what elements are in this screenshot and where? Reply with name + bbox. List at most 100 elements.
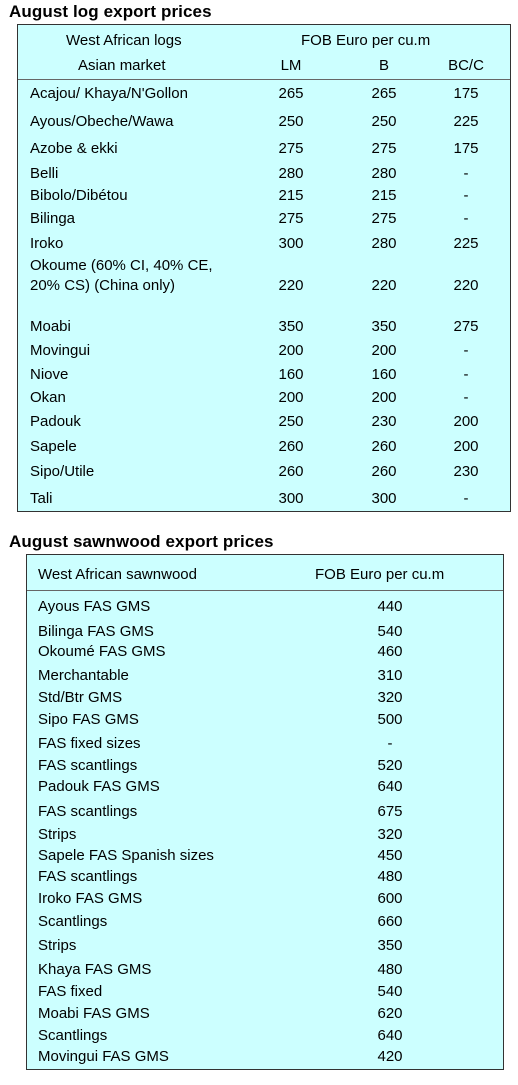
log-row-b: 280 — [371, 235, 397, 252]
sawnwood-header-group: West African sawnwood — [38, 566, 197, 583]
log-row-name: Bibolo/Dibétou — [30, 187, 128, 204]
sawnwood-row-price: 640 — [377, 1027, 403, 1044]
log-row-lm: 350 — [278, 318, 304, 335]
log-row-name: Azobe & ekki — [30, 140, 118, 157]
logs-header-group: West African logs — [66, 32, 182, 49]
sawnwood-row-name: Scantlings — [38, 1027, 108, 1044]
sawnwood-row-price: 420 — [377, 1048, 403, 1065]
log-row-name: Okoume (60% CI, 40% CE, 20% CS) (China o… — [30, 257, 213, 294]
log-row-name: Tali — [30, 490, 53, 507]
logs-header-divider — [18, 79, 510, 80]
log-row-b: 300 — [371, 490, 397, 507]
sawnwood-row-price: 450 — [377, 847, 403, 864]
sawnwood-title: August sawnwood export prices — [9, 532, 274, 551]
sawnwood-row-name: Movingui FAS GMS — [38, 1048, 169, 1065]
log-row-lm: 260 — [278, 438, 304, 455]
log-row-lm: 300 — [278, 490, 304, 507]
log-row-bcc: 275 — [453, 318, 479, 335]
log-row-b: 265 — [371, 85, 397, 102]
log-row-b: 200 — [371, 342, 397, 359]
log-row-lm: 250 — [278, 413, 304, 430]
sawnwood-row-price: 660 — [377, 913, 403, 930]
log-row-bcc: 175 — [453, 140, 479, 157]
log-row-name: Sipo/Utile — [30, 463, 95, 480]
sawnwood-row-price: 320 — [377, 689, 403, 706]
log-row-name: Movingui — [30, 342, 91, 359]
log-row-b: 215 — [371, 187, 397, 204]
sawnwood-row-price: 540 — [377, 983, 403, 1000]
sawnwood-row-name: FAS scantlings — [38, 868, 138, 885]
log-row-lm: 215 — [278, 187, 304, 204]
log-row-lm: 260 — [278, 463, 304, 480]
log-row-bcc: 220 — [453, 277, 479, 294]
sawnwood-row-price: 460 — [377, 643, 403, 660]
sawnwood-row-price: 350 — [377, 937, 403, 954]
sawnwood-row-name: Bilinga FAS GMS — [38, 623, 154, 640]
sawnwood-row-price: 675 — [377, 803, 403, 820]
log-row-lm: 265 — [278, 85, 304, 102]
logs-header-market: Asian market — [78, 57, 166, 74]
log-row-bcc: - — [463, 389, 469, 406]
log-row-b: 200 — [371, 389, 397, 406]
log-row-name: Ayous/Obeche/Wawa — [30, 113, 174, 130]
log-row-name: Padouk — [30, 413, 81, 430]
log-row-lm: 280 — [278, 165, 304, 182]
sawnwood-row-name: FAS scantlings — [38, 803, 138, 820]
logs-col-b: B — [378, 57, 389, 74]
log-row-b: 260 — [371, 463, 397, 480]
sawnwood-row-name: Std/Btr GMS — [38, 689, 123, 706]
sawnwood-row-name: Moabi FAS GMS — [38, 1005, 150, 1022]
sawnwood-row-name: Iroko FAS GMS — [38, 890, 143, 907]
sawnwood-row-name: Strips — [38, 826, 77, 843]
sawnwood-row-name: FAS scantlings — [38, 757, 138, 774]
sawnwood-row-name: FAS fixed sizes — [38, 735, 141, 752]
sawnwood-row-name: Khaya FAS GMS — [38, 961, 152, 978]
log-row-lm: 220 — [278, 277, 304, 294]
log-row-bcc: 225 — [453, 113, 479, 130]
sawnwood-row-price: 480 — [377, 961, 403, 978]
logs-col-lm: LM — [280, 57, 302, 74]
log-row-lm: 275 — [278, 210, 304, 227]
log-row-bcc: - — [463, 187, 469, 204]
logs-col-bcc: BC/C — [448, 57, 484, 74]
log-row-name: Belli — [30, 165, 59, 182]
log-row-bcc: - — [463, 366, 469, 383]
log-row-name: Niove — [30, 366, 69, 383]
sawnwood-row-name: Okoumé FAS GMS — [38, 643, 166, 660]
log-row-b: 350 — [371, 318, 397, 335]
sawnwood-row-price: 600 — [377, 890, 403, 907]
sawnwood-row-price: 620 — [377, 1005, 403, 1022]
log-row-name: Sapele — [30, 438, 77, 455]
log-row-name: Moabi — [30, 318, 71, 335]
sawnwood-row-name: Strips — [38, 937, 77, 954]
logs-table: West African logs FOB Euro per cu.m Asia… — [17, 24, 511, 512]
log-row-b: 280 — [371, 165, 397, 182]
sawnwood-row-name: Padouk FAS GMS — [38, 778, 160, 795]
sawnwood-row-name: Sapele FAS Spanish sizes — [38, 847, 214, 864]
sawnwood-row-name: Ayous FAS GMS — [38, 598, 151, 615]
sawnwood-row-name: Scantlings — [38, 913, 108, 930]
sawnwood-row-price: 520 — [377, 757, 403, 774]
log-row-name: Acajou/ Khaya/N'Gollon — [30, 85, 188, 102]
log-row-bcc: 175 — [453, 85, 479, 102]
log-row-lm: 275 — [278, 140, 304, 157]
sawnwood-row-price: 480 — [377, 868, 403, 885]
sawnwood-row-price: 640 — [377, 778, 403, 795]
log-row-bcc: - — [463, 165, 469, 182]
log-row-bcc: - — [463, 490, 469, 507]
log-row-name: Bilinga — [30, 210, 76, 227]
log-row-b: 220 — [371, 277, 397, 294]
log-row-bcc: 200 — [453, 438, 479, 455]
log-row-b: 230 — [371, 413, 397, 430]
sawnwood-row-price: 540 — [377, 623, 403, 640]
sawnwood-row-price: - — [387, 735, 393, 752]
sawnwood-row-name: Sipo FAS GMS — [38, 711, 139, 728]
log-row-name: Iroko — [30, 235, 64, 252]
log-row-b: 160 — [371, 366, 397, 383]
log-row-lm: 200 — [278, 342, 304, 359]
log-row-lm: 200 — [278, 389, 304, 406]
log-row-bcc: 200 — [453, 413, 479, 430]
log-row-bcc: - — [463, 210, 469, 227]
log-row-lm: 300 — [278, 235, 304, 252]
log-row-b: 250 — [371, 113, 397, 130]
